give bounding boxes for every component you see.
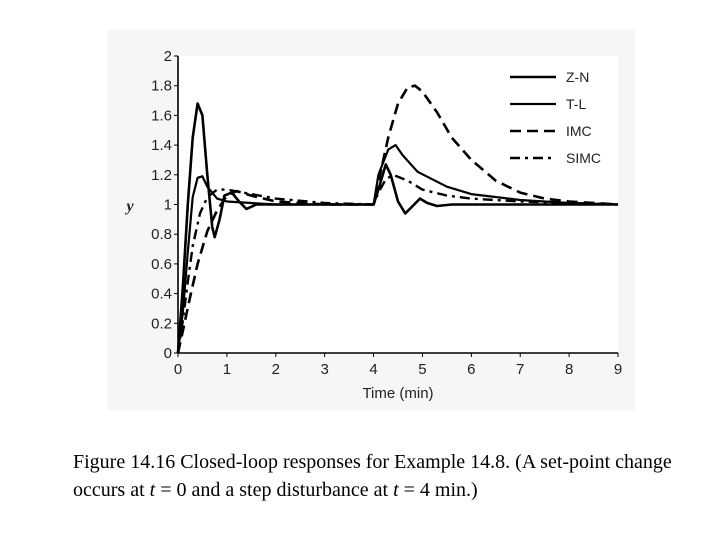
series-layer [176,84,619,354]
y-axis-title: y [124,198,134,215]
x-tick-label: 3 [320,361,328,378]
figure-caption: Figure 14.16 Closed-loop responses for E… [73,448,713,504]
x-tick-label: 4 [369,361,377,378]
y-tick-label: 0 [164,345,172,362]
y-tick-label: 1.4 [151,137,172,154]
x-tick-label: 9 [614,361,622,378]
caption-prefix: Figure 14.16 Closed-loop responses for E… [73,451,672,501]
series-line-imc [176,84,619,354]
x-tick-label: 2 [272,361,280,378]
series-line-t-l [176,144,619,354]
y-tick-label: 1 [164,197,172,214]
y-tick-label: 1.8 [151,78,172,95]
y-tick-label: 2 [164,48,172,65]
y-tick-label: 0.4 [151,286,172,303]
y-tick-label: 0.6 [151,256,172,273]
caption-t1: t [149,479,156,501]
caption-t2: t [393,479,399,501]
x-axis-title: Time (min) [362,385,433,402]
y-tick-label: 0.2 [151,315,172,332]
y-tick-label: 1.6 [151,107,172,124]
legend-label: Z-N [566,69,589,85]
x-tick-label: 5 [418,361,426,378]
x-tick-label: 8 [565,361,573,378]
x-tick-label: 7 [516,361,524,378]
series-line-z-n [176,102,618,354]
legend-label: T-L [566,96,586,112]
caption-mid: = 0 and a step disturbance at [155,479,394,501]
legend-label: SIMC [566,150,601,166]
x-tick-label: 6 [467,361,475,378]
legend: Z-N T-L IMC SIMC [510,69,601,166]
caption-suffix: = 4 min.) [398,479,478,501]
series-line-simc [176,173,619,354]
y-tick-label: 1.2 [151,167,172,184]
x-tick-label: 0 [174,361,182,378]
legend-label: IMC [566,123,592,139]
x-tick-label: 1 [223,361,231,378]
y-tick-label: 0.8 [151,226,172,243]
tick-labels: 0 1 2 3 4 5 6 7 8 9 0 0.2 0.4 0.6 0.8 1 1.2 1.4 1.6 1.8 2 [151,48,622,378]
